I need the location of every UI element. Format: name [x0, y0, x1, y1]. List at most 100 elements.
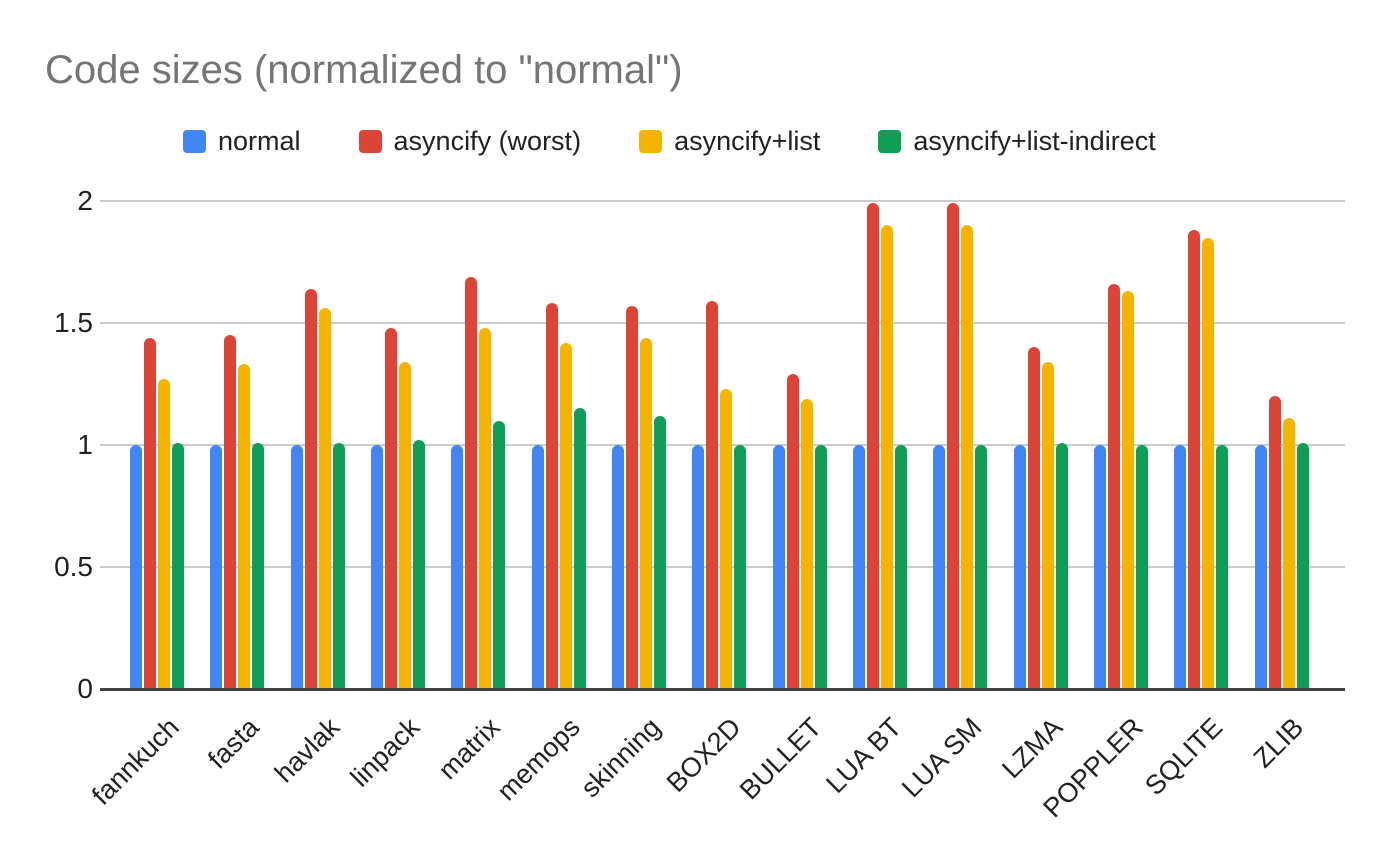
bar: [1013, 445, 1026, 689]
y-tick-label: 1.5: [54, 307, 93, 338]
bar: [413, 440, 426, 689]
x-tick-label: ZLIB: [1247, 712, 1310, 774]
bar: [1122, 291, 1135, 689]
legend-label: asyncify+list: [674, 126, 821, 156]
x-tick-label: SQLITE: [1139, 712, 1229, 802]
bar-group-bullet: [760, 201, 840, 689]
bar: [224, 335, 237, 689]
x-tick-label: fannkuch: [85, 712, 185, 811]
bar: [479, 327, 492, 689]
bar: [1268, 396, 1281, 689]
y-tick-label: 0.5: [54, 551, 93, 582]
bars-layer: [117, 201, 1322, 689]
bar-group-lua-sm: [920, 201, 1000, 689]
bar: [772, 445, 785, 689]
legend-swatch-icon: [183, 130, 206, 153]
bar: [210, 445, 223, 689]
bar: [1108, 283, 1121, 689]
bar: [304, 288, 317, 689]
legend-item-asyncify-list: asyncify+list: [639, 126, 820, 157]
bar-group-box2d: [679, 201, 759, 689]
bar: [853, 445, 866, 689]
bar: [626, 305, 639, 689]
gridline: [100, 322, 1345, 324]
legend-item-asyncify-worst-: asyncify (worst): [358, 126, 582, 157]
bar-group-fannkuch: [117, 201, 197, 689]
bar: [130, 445, 143, 689]
legend-item-normal: normal: [183, 126, 301, 157]
bar: [144, 337, 157, 689]
x-tick-label: fasta: [202, 712, 265, 775]
bar: [692, 445, 705, 689]
y-tick-label: 1: [77, 429, 93, 460]
bar: [332, 442, 345, 689]
x-tick-label: LUA BT: [820, 712, 908, 800]
bar: [252, 442, 265, 689]
bar: [573, 408, 586, 689]
bar-group-linpack: [358, 201, 438, 689]
legend-swatch-icon: [358, 130, 382, 153]
bar: [399, 362, 412, 689]
y-tick-label: 0: [77, 673, 93, 704]
bar: [1282, 418, 1295, 689]
legend-label: normal: [218, 126, 301, 156]
legend-swatch-icon: [878, 130, 902, 153]
gridline: [100, 200, 1345, 202]
x-tick-label: BULLET: [733, 712, 828, 806]
bar: [451, 445, 464, 689]
bar: [371, 445, 384, 689]
bar: [654, 415, 667, 689]
bar: [640, 337, 653, 689]
bar-group-fasta: [197, 201, 277, 689]
bar: [706, 301, 719, 689]
bar: [318, 308, 331, 689]
bar-group-lzma: [1001, 201, 1081, 689]
bar: [385, 327, 398, 689]
bar-group-havlak: [278, 201, 358, 689]
bar: [1094, 445, 1107, 689]
bar-group-lua-bt: [840, 201, 920, 689]
bar: [933, 445, 946, 689]
bar: [1027, 347, 1040, 689]
bar-group-poppler: [1081, 201, 1161, 689]
bar: [734, 445, 747, 689]
x-tick-label: memops: [491, 712, 587, 807]
x-tick-label: LUA SM: [896, 712, 988, 804]
bar: [545, 303, 558, 689]
bar: [947, 203, 960, 689]
legend-swatch-icon: [639, 130, 663, 153]
bar: [881, 225, 894, 689]
bar: [612, 445, 625, 689]
bar: [961, 225, 974, 689]
legend-item-asyncify-list-indirect: asyncify+list-indirect: [878, 126, 1156, 157]
x-tick-label: linpack: [344, 712, 426, 793]
bar: [290, 445, 303, 689]
bar: [559, 342, 572, 689]
bar-group-memops: [519, 201, 599, 689]
bar: [531, 445, 544, 689]
x-axis-line: [100, 688, 1345, 691]
legend-label: asyncify (worst): [393, 126, 582, 156]
x-tick-label: skinning: [575, 712, 667, 804]
bar-group-sqlite: [1161, 201, 1241, 689]
bar: [1202, 237, 1215, 689]
bar: [1055, 442, 1068, 689]
bar: [238, 364, 251, 689]
bar: [786, 374, 799, 689]
chart-title: Code sizes (normalized to "normal"): [45, 48, 683, 92]
bar: [1296, 442, 1309, 689]
bar: [493, 420, 506, 689]
y-tick-label: 2: [77, 185, 93, 216]
bar: [1041, 362, 1054, 689]
bar: [1136, 445, 1149, 689]
bar-group-zlib: [1242, 201, 1322, 689]
x-tick-label: LZMA: [995, 712, 1069, 785]
bar: [158, 379, 171, 689]
bar: [1174, 445, 1187, 689]
bar: [465, 276, 478, 689]
bar: [975, 445, 988, 689]
bar: [1216, 445, 1229, 689]
bar: [867, 203, 880, 689]
bar-group-skinning: [599, 201, 679, 689]
